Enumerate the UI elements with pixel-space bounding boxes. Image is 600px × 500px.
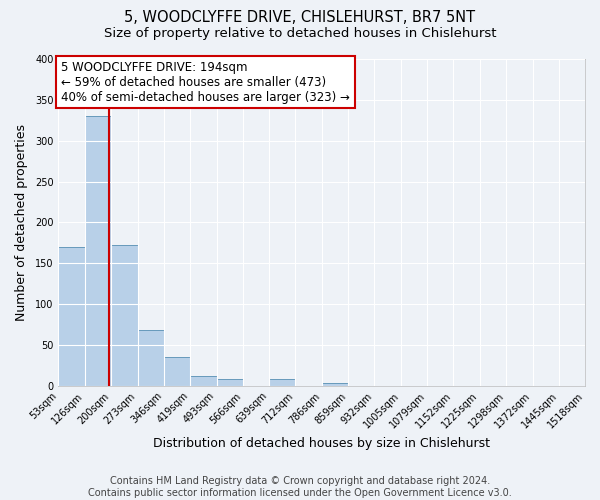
Text: 5, WOODCLYFFE DRIVE, CHISLEHURST, BR7 5NT: 5, WOODCLYFFE DRIVE, CHISLEHURST, BR7 5N… (124, 10, 476, 25)
Bar (322, 382, 348, 386)
Bar (164, 358, 190, 386)
Bar (190, 376, 217, 386)
Bar (58, 247, 85, 386)
X-axis label: Distribution of detached houses by size in Chislehurst: Distribution of detached houses by size … (153, 437, 490, 450)
Bar (137, 330, 164, 386)
Text: 5 WOODCLYFFE DRIVE: 194sqm
← 59% of detached houses are smaller (473)
40% of sem: 5 WOODCLYFFE DRIVE: 194sqm ← 59% of deta… (61, 60, 350, 104)
Y-axis label: Number of detached properties: Number of detached properties (15, 124, 28, 321)
Bar (111, 246, 137, 386)
Bar (85, 116, 111, 386)
Bar (217, 378, 243, 386)
Text: Contains HM Land Registry data © Crown copyright and database right 2024.
Contai: Contains HM Land Registry data © Crown c… (88, 476, 512, 498)
Bar (269, 380, 295, 386)
Text: Size of property relative to detached houses in Chislehurst: Size of property relative to detached ho… (104, 28, 496, 40)
